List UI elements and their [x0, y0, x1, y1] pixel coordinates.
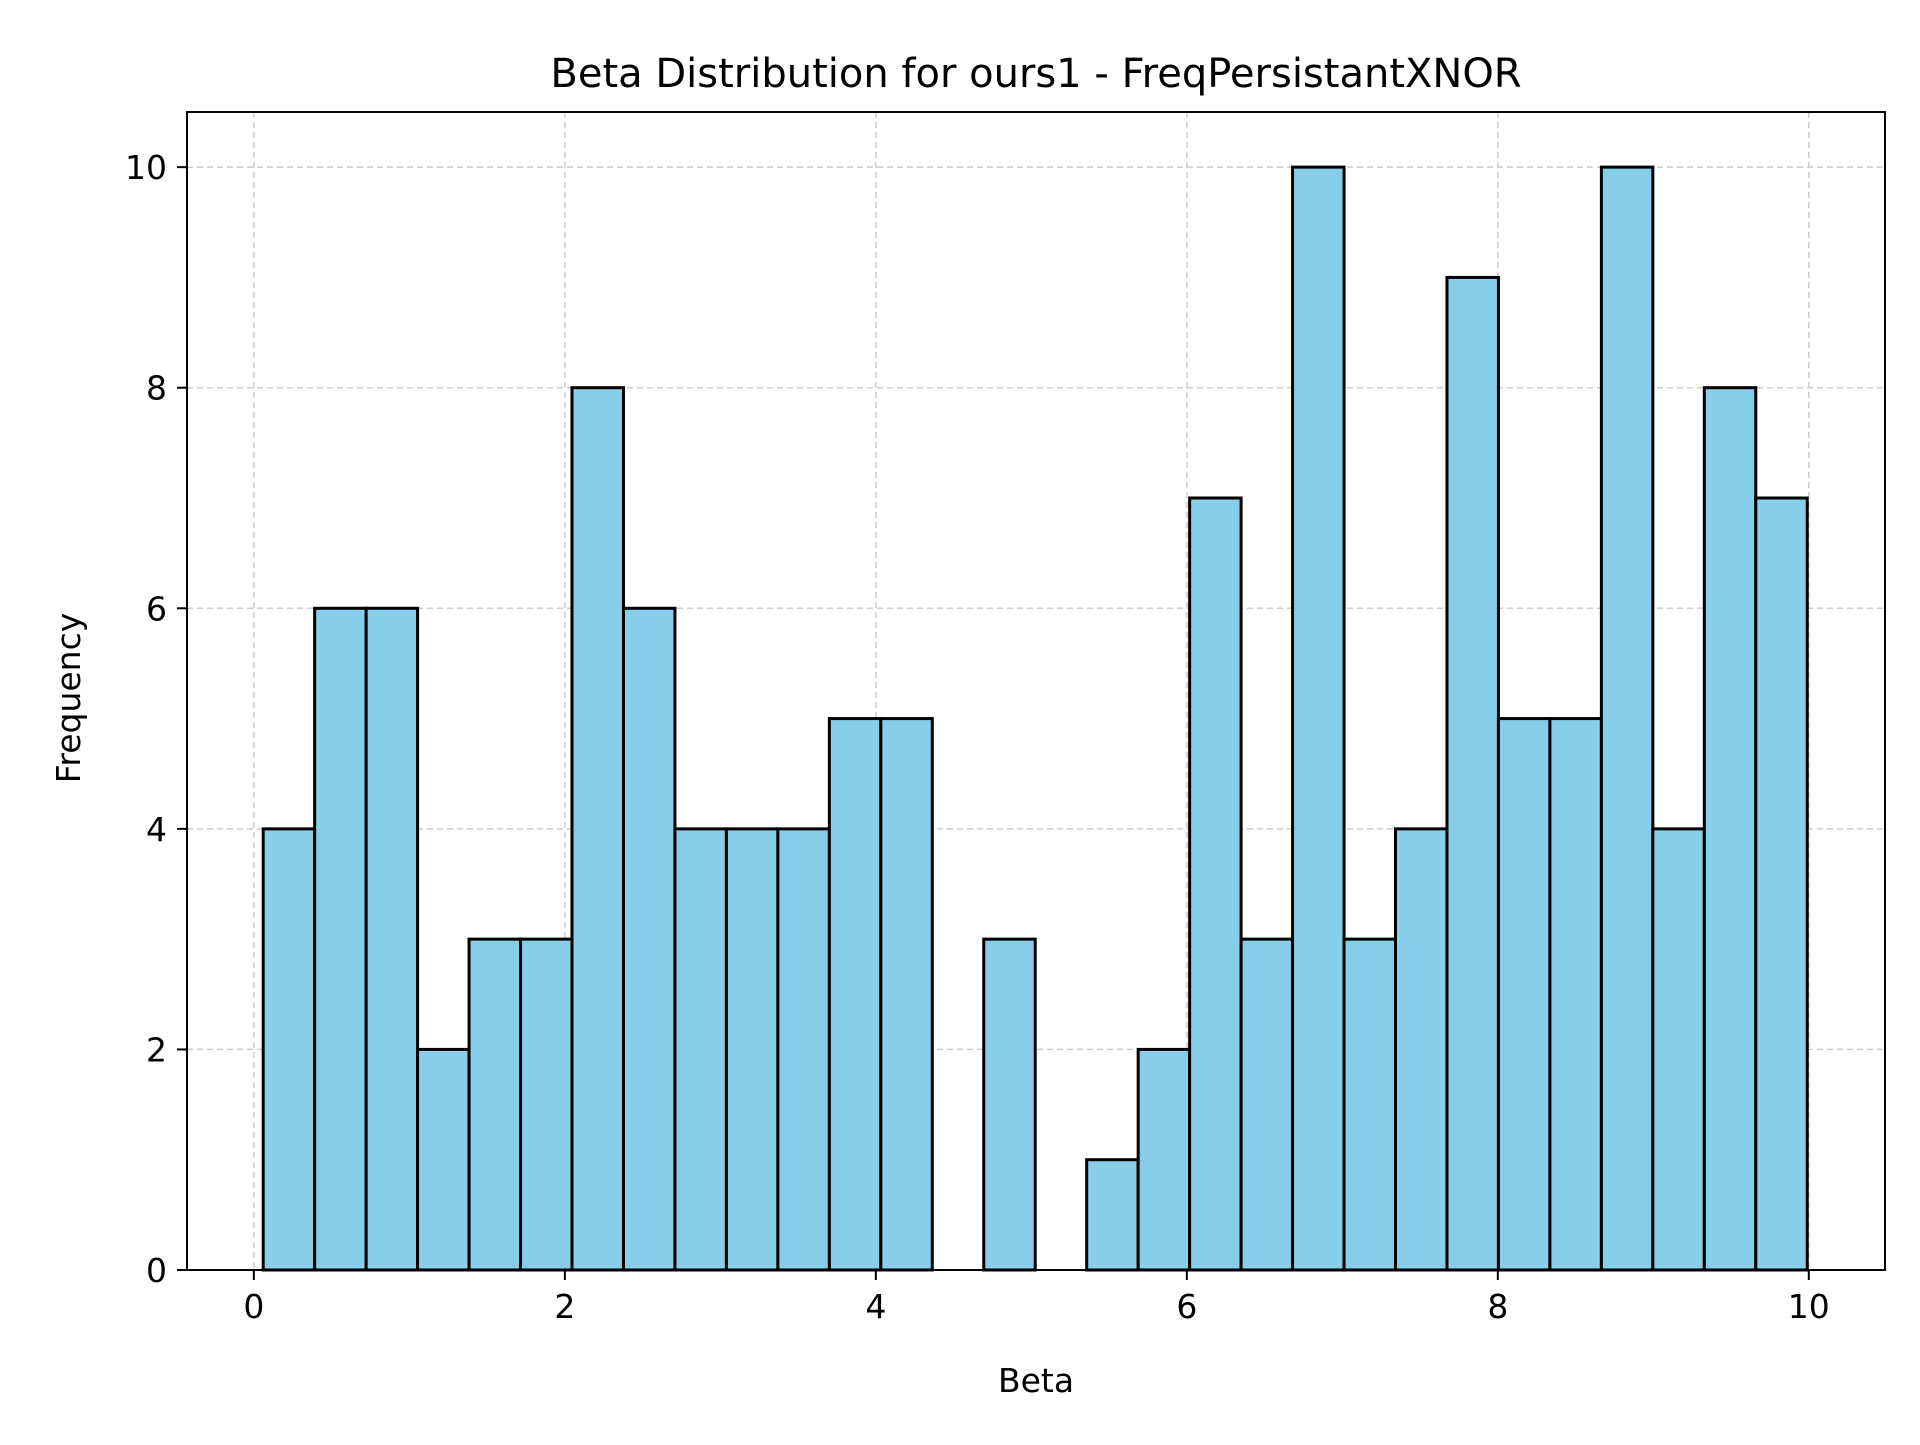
histogram-bar	[1291, 165, 1346, 1272]
histogram-bar	[1136, 1047, 1192, 1272]
histogram-bar	[673, 827, 728, 1272]
histogram-bar	[313, 606, 368, 1272]
x-axis-ticks: 0 2 4 6 8 10	[243, 1270, 1830, 1326]
histogram-bar	[261, 827, 317, 1272]
histogram-bar	[982, 937, 1037, 1272]
x-tick-label: 2	[554, 1287, 575, 1326]
histogram-bar	[776, 827, 831, 1272]
y-tick-label: 4	[146, 810, 167, 849]
histogram-bar	[467, 937, 523, 1272]
y-axis-ticks: 0 2 4 6 8 10	[125, 148, 187, 1290]
histogram-bar	[364, 606, 420, 1272]
y-tick-label: 10	[125, 148, 167, 187]
histogram-bar	[1548, 717, 1603, 1272]
x-tick-label: 6	[1176, 1287, 1197, 1326]
chart-title: Beta Distribution for ours1 - FreqPersis…	[550, 51, 1521, 97]
histogram-bar	[621, 606, 677, 1272]
y-axis-label: Frequency	[49, 613, 88, 783]
histogram-bar	[1394, 827, 1449, 1272]
histogram-bar	[1754, 496, 1809, 1272]
histogram-bar	[1651, 827, 1706, 1272]
y-tick-label: 2	[146, 1030, 167, 1069]
histogram-bar	[724, 827, 780, 1272]
histogram-bar	[827, 717, 883, 1272]
x-tick-label: 0	[243, 1287, 264, 1326]
y-tick-label: 6	[146, 589, 167, 628]
x-tick-label: 4	[865, 1287, 886, 1326]
histogram-bar	[1702, 386, 1758, 1272]
histogram-bar	[1599, 165, 1655, 1272]
y-tick-label: 0	[146, 1251, 167, 1290]
histogram-bar	[1085, 1158, 1140, 1272]
x-axis-label: Beta	[998, 1361, 1074, 1400]
histogram-bar	[570, 386, 625, 1272]
histogram-bar	[519, 937, 574, 1272]
histogram-bar	[1342, 937, 1398, 1272]
x-tick-label: 10	[1788, 1287, 1830, 1326]
histogram-bar	[1239, 937, 1295, 1272]
histogram-bar	[879, 717, 934, 1272]
histogram-bar	[1188, 496, 1243, 1272]
y-tick-label: 8	[146, 369, 167, 408]
plot-frame	[186, 111, 1886, 1271]
histogram-bar	[1445, 275, 1500, 1272]
x-tick-label: 8	[1487, 1287, 1508, 1326]
histogram-bar	[416, 1047, 471, 1272]
histogram-bar	[1496, 717, 1552, 1272]
